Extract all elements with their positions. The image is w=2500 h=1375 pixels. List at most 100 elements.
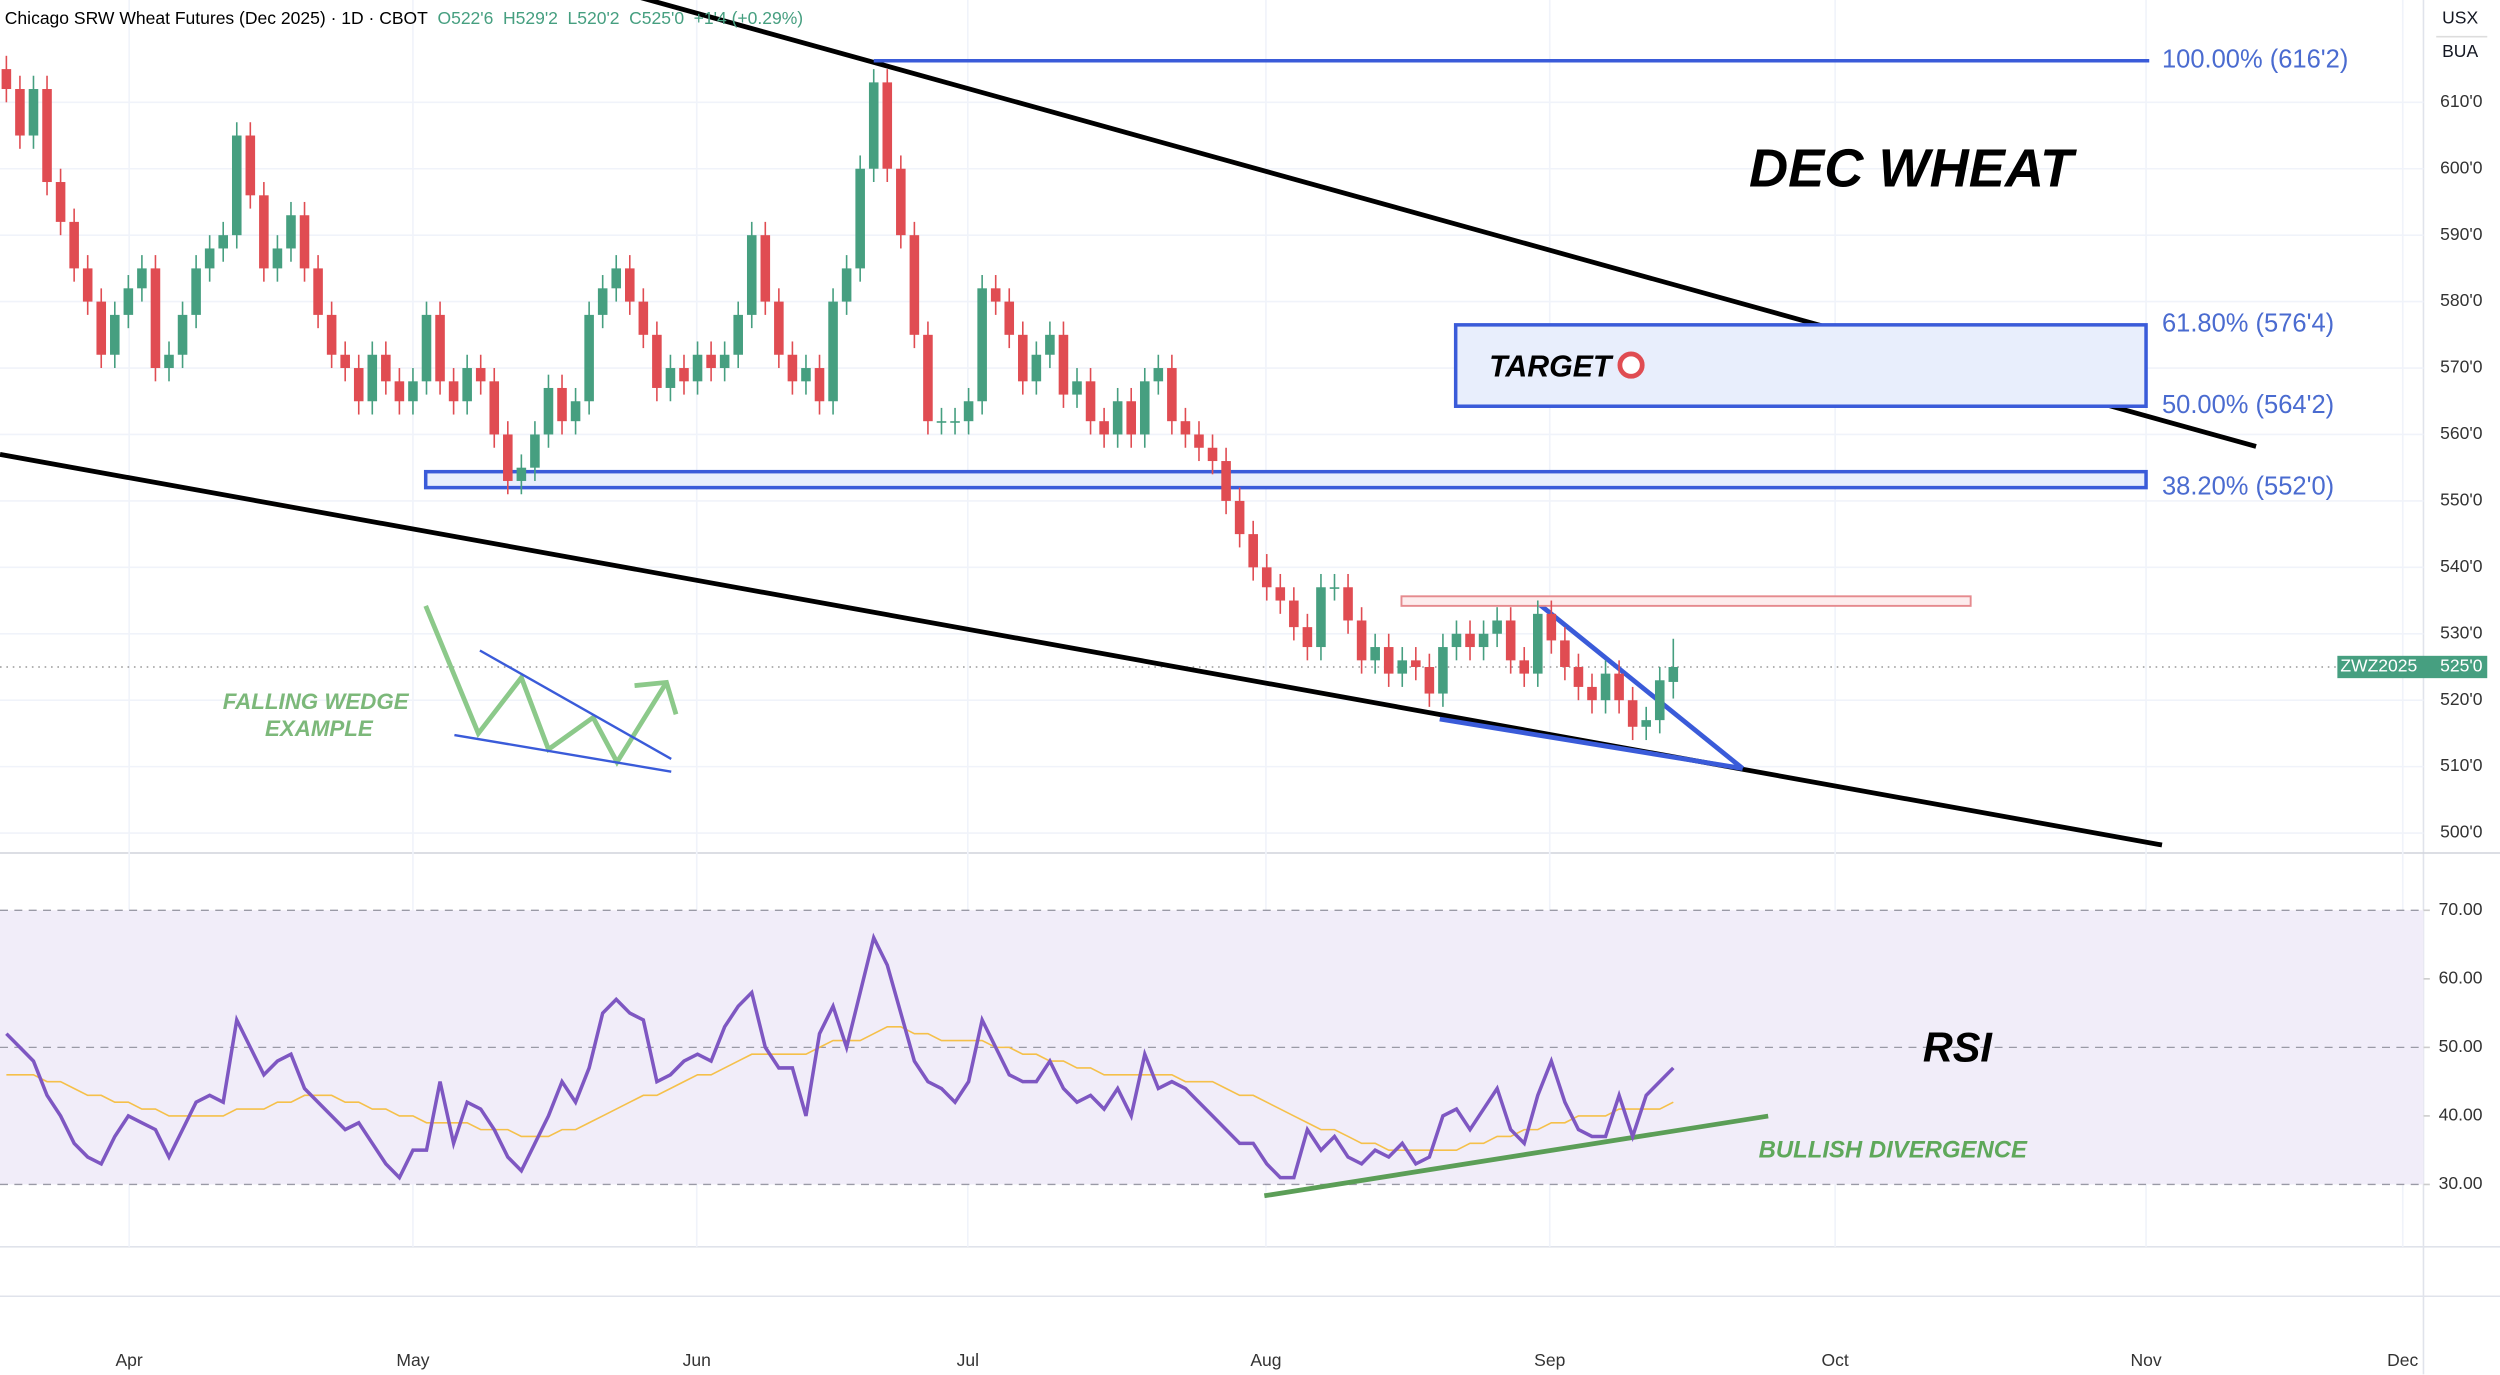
candle-body (503, 434, 513, 481)
candle-body (313, 268, 323, 315)
candle-body (1411, 660, 1421, 667)
candle-body (1668, 666, 1679, 682)
symbol-tag: ZWZ2025 (2340, 656, 2417, 676)
fib-label: 38.20% (552'0) (2162, 472, 2334, 500)
candle-body (42, 89, 52, 183)
annotation-title: DEC WHEAT (1749, 139, 2077, 199)
candle-body (733, 314, 743, 355)
annotation-rsi: RSI (1923, 1024, 1994, 1071)
y-tick-label: 610'0 (2440, 91, 2483, 111)
candle-body (1058, 334, 1069, 395)
candle-body (638, 301, 649, 335)
candle-body (977, 288, 987, 402)
y-tick-label: 550'0 (2440, 490, 2483, 510)
candle-body (1194, 434, 1204, 448)
rsi-tick-label: 30.00 (2439, 1173, 2483, 1193)
y-tick-label: 590'0 (2440, 224, 2483, 244)
candle-body (1627, 700, 1638, 727)
candle-body (855, 168, 865, 269)
header-value: H529'2 (503, 8, 558, 28)
wedge-example-lower (454, 733, 672, 773)
candle-body (1451, 633, 1462, 648)
candle-body (801, 368, 811, 382)
currency: USX (2442, 8, 2478, 28)
y-tick-label: 600'0 (2440, 157, 2483, 177)
candle-body (394, 381, 405, 402)
header-value: L520'2 (567, 8, 619, 28)
annotation-wedge: FALLING WEDGE (223, 689, 410, 714)
candle-body (353, 368, 364, 402)
last-price-tag (2337, 655, 2488, 679)
candle-body (1600, 673, 1611, 701)
candle-body (1112, 401, 1123, 435)
candle-body (963, 401, 974, 422)
rsi-tick-label: 60.00 (2439, 967, 2483, 987)
candle-body (516, 467, 527, 481)
candle-body (1180, 421, 1191, 435)
candle-body (746, 235, 757, 315)
x-tick-label: Nov (2130, 1350, 2161, 1370)
candle-body (1167, 368, 1177, 422)
candle-body (1207, 447, 1218, 462)
candle-body (1370, 647, 1380, 661)
candle-body (1505, 620, 1516, 661)
candle-body (1614, 673, 1624, 701)
candle-body (462, 368, 472, 402)
candle-body (1248, 534, 1258, 568)
candle-body (340, 354, 350, 369)
candle-body (1261, 567, 1272, 588)
candle-body (1045, 334, 1055, 355)
target-box (1453, 323, 2148, 408)
candle-body (1221, 461, 1231, 501)
last-price-label: 525'0 (2440, 656, 2483, 676)
candle-body (177, 314, 188, 355)
candle-body (1302, 627, 1313, 648)
header-value: O522'6 (437, 8, 493, 28)
candle-body (774, 301, 784, 355)
unit-tag: BUA (2442, 41, 2478, 61)
rsi-line (5, 932, 1675, 1181)
candle-body (164, 354, 174, 369)
candle-body (272, 248, 283, 269)
candle-body (381, 354, 391, 382)
candle-body (1478, 633, 1489, 648)
x-tick-label: Jun (683, 1350, 711, 1370)
candle-body (1018, 334, 1028, 382)
candle-body (543, 387, 554, 435)
annotation-divergence: BULLISH DIVERGENCE (1759, 1136, 2028, 1163)
candle-body (82, 268, 93, 302)
candle-body (367, 354, 378, 402)
candles (1, 55, 1679, 741)
annotation-target: TARGET (1489, 350, 1614, 383)
candle-body (435, 314, 445, 382)
fib-label: 61.80% (576'4) (2162, 310, 2334, 338)
channel-lower (0, 452, 2163, 848)
candle-body (1234, 500, 1245, 535)
candle-body (557, 387, 567, 422)
wedge-example-arrow (634, 679, 679, 715)
candle-body (1316, 587, 1326, 648)
rsi-tick-label: 50.00 (2439, 1036, 2483, 1056)
y-tick-label: 500'0 (2440, 822, 2483, 842)
candle-body (882, 82, 893, 169)
candle-body (530, 434, 540, 468)
x-tick-label: Aug (1250, 1350, 1281, 1370)
candle-body (1519, 660, 1530, 674)
candle-body (1085, 381, 1096, 422)
candle-body (123, 288, 134, 315)
candle-body (828, 301, 838, 402)
candle-body (1533, 613, 1543, 674)
header-value: +1'4 (+0.29%) (694, 8, 803, 28)
candle-body (286, 215, 296, 249)
candle-body (204, 248, 215, 269)
candle-body (421, 314, 432, 382)
divergence-line (1263, 1113, 1769, 1199)
header-title: Chicago SRW Wheat Futures (Dec 2025) · 1… (5, 8, 428, 28)
candle-body (1573, 666, 1584, 687)
x-tick-label: Jul (957, 1350, 979, 1370)
candle-body (218, 235, 228, 249)
candle-body (28, 89, 39, 136)
candle-body (1099, 421, 1109, 435)
candle-body (1072, 381, 1082, 395)
